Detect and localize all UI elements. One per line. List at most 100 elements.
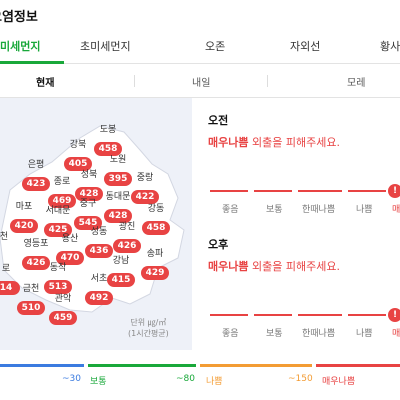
district-partial-cheon[interactable]: 천 [0,232,24,243]
active-tab-indicator [0,61,64,64]
legend-label: 보통 [90,377,107,387]
district-value: 426 [112,239,142,253]
legend-label: 나쁨 [206,377,223,387]
scale-segment [210,190,248,192]
district-geumcheon[interactable]: 금천 510 [11,284,51,315]
district-value: 14 [0,281,20,295]
forecast-period-label: 오후 [208,238,229,251]
district-value: 428 [103,209,133,223]
district-name: 용산 [61,234,79,244]
unit-note: 단위 ㎍/㎥ (1시간평균) [128,317,169,339]
district-gangbuk[interactable]: 강북 405 [58,140,98,171]
district-name: 동작 [49,263,67,273]
district-name: 금천 [22,284,40,294]
district-dobong[interactable]: 도봉 458 [88,125,128,156]
tab-now[interactable]: 현재 [36,78,55,89]
district-value: 423 [21,177,51,191]
district-mapo[interactable]: 마포 420 [4,202,44,233]
district-name: 송파 [146,249,164,259]
district-name: 중랑 [136,173,154,183]
district-value: 425 [43,223,73,237]
legend-very-bad: 매우나쁨 [316,364,400,394]
district-junggu[interactable]: 중구 545 [68,199,108,230]
tab-fine-dust[interactable]: 미세먼지 [0,40,41,53]
tab-day-after[interactable]: 모레 [347,78,366,89]
legend-normal: 보통 ~80 [88,364,196,394]
scale-label-sometimes-bad: 한때나쁨 [302,329,336,339]
main-tab-bar: 미세먼지 초미세먼지 오존 자외선 황사 [0,30,400,64]
forecast-status: 매우나쁨 외출을 피해주세요. [208,258,400,274]
district-dongjak[interactable]: 동작 513 [38,263,78,294]
tab-tomorrow[interactable]: 내일 [192,78,211,89]
district-gwanak[interactable]: 관악 459 [43,294,83,325]
district-name: 강남 [112,256,130,266]
forecast-status: 매우나쁨 외출을 피해주세요. [208,134,400,150]
district-name: 마포 [15,202,33,212]
district-name: 광진 [118,222,136,232]
district-seocho[interactable]: 서초 492 [79,274,119,305]
legend-label: 매우나쁨 [322,377,356,387]
district-name: 서대문 [45,206,71,216]
unit-averaging: (1시간평균) [128,329,169,338]
district-name: 도봉 [99,125,117,135]
current-level-marker: ! [388,184,400,198]
tab-ultrafine-dust[interactable]: 초미세먼지 [80,40,131,53]
legend-range: ~80 [176,374,195,384]
legend-bad: 나쁨 ~150 [200,364,313,394]
district-name: 서초 [90,274,108,284]
district-name: 강북 [69,140,87,150]
tab-yellow-dust[interactable]: 황사 [380,40,400,53]
district-name: 동대문 [105,192,131,202]
tab-ozone[interactable]: 오존 [205,40,226,53]
scale-segment [298,190,342,192]
scale-label-normal: 보통 [266,329,283,339]
scale-label-good: 좋음 [222,205,239,215]
tab-uv[interactable]: 자외선 [290,40,321,53]
legend-color-bar [0,364,84,367]
forecast-message: 외출을 피해주세요. [251,136,340,149]
district-name: 강동 [147,204,165,214]
district-name: 노원 [109,155,127,165]
district-value: 459 [48,311,78,325]
district-jongno[interactable]: 종로 469 [42,177,82,208]
district-nowon[interactable]: 노원 395 [98,155,138,186]
district-name: 성북 [80,170,98,180]
district-value: 458 [93,142,123,156]
district-gwangjin[interactable]: 광진 426 [107,222,147,253]
district-partial-ro[interactable]: 로 14 [0,264,26,295]
district-seongbuk[interactable]: 성북 428 [69,170,109,201]
district-gangdong[interactable]: 강동 458 [136,204,176,235]
district-jungnang[interactable]: 중랑 422 [125,173,165,204]
district-name: 성동 [90,227,108,237]
district-value: 428 [74,187,104,201]
district-dongdaemun[interactable]: 동대문 428 [98,192,138,223]
district-name: 종로 [53,177,71,187]
forecast-scale: ! 좋음 보통 한때나쁨 나쁨 매우 [208,184,400,230]
scale-label-very-bad: 매우 [392,329,400,339]
district-name: 중구 [79,199,97,209]
legend-range: ~150 [288,374,313,384]
district-value: 492 [84,291,114,305]
district-value: 436 [84,244,114,258]
scale-segment [210,314,248,316]
district-yeongdeungpo[interactable]: 영등포 426 [16,239,56,270]
scale-segment [348,190,386,192]
district-yongsan[interactable]: 용산 470 [50,234,90,265]
district-eunpyeong[interactable]: 은평 423 [16,160,56,191]
district-value: 470 [55,251,85,265]
district-seodaemun[interactable]: 서대문 425 [38,206,78,237]
district-seongdong[interactable]: 성동 436 [79,227,119,258]
scale-label-normal: 보통 [266,205,283,215]
forecast-am: 오전 매우나쁨 외출을 피해주세요. ! 좋음 보통 한때나쁨 나쁨 매우 [208,112,400,230]
current-level-marker: ! [388,308,400,322]
forecast-scale: ! 좋음 보통 한때나쁨 나쁨 매우 [208,308,400,354]
district-songpa[interactable]: 송파 429 [135,249,175,280]
scale-segment [348,314,386,316]
district-name: 영등포 [23,239,49,249]
district-gangnam[interactable]: 강남 415 [101,256,141,287]
divider [267,75,268,87]
scale-label-very-bad: 매우 [392,205,400,215]
district-value: 513 [43,280,73,294]
forecast-pm: 오후 매우나쁨 외출을 피해주세요. ! 좋음 보통 한때나쁨 나쁨 매우 [208,236,400,354]
